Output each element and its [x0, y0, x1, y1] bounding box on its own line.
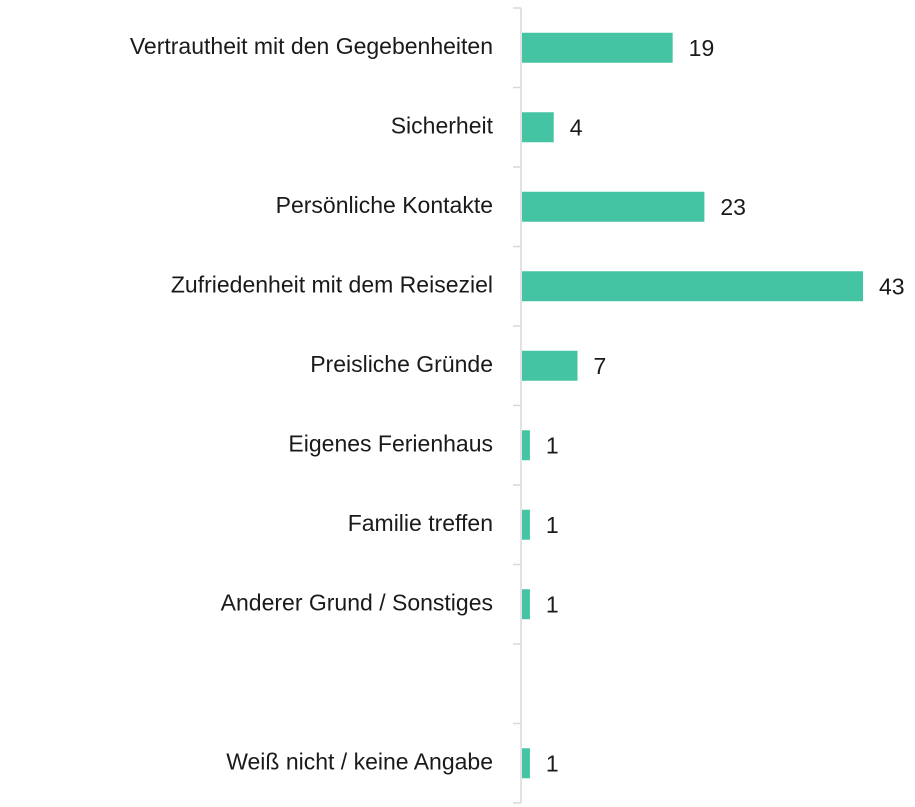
value-label: 1	[546, 432, 559, 458]
bar	[522, 509, 530, 540]
value-label: 43	[879, 273, 905, 299]
bar	[522, 430, 530, 461]
category-label: Persönliche Kontakte	[276, 192, 493, 218]
value-label: 23	[720, 194, 746, 220]
category-label: Familie treffen	[348, 510, 493, 536]
category-label: Anderer Grund / Sonstiges	[221, 589, 493, 615]
bar	[522, 748, 530, 779]
value-label: 1	[546, 512, 559, 538]
category-label: Vertrautheit mit den Gegebenheiten	[130, 33, 493, 59]
value-label: 1	[546, 591, 559, 617]
category-label: Sicherheit	[391, 112, 494, 138]
bar	[522, 589, 530, 620]
category-label: Zufriedenheit mit dem Reiseziel	[171, 271, 493, 297]
value-label: 1	[546, 750, 559, 776]
value-label: 7	[594, 353, 607, 379]
category-label: Preisliche Gründe	[310, 351, 493, 377]
category-label: Weiß nicht / keine Angabe	[226, 748, 493, 774]
bar	[522, 350, 578, 381]
value-label: 19	[689, 35, 715, 61]
value-label: 4	[570, 114, 583, 140]
bar	[522, 271, 863, 302]
category-label: Eigenes Ferienhaus	[288, 430, 493, 456]
bar	[522, 32, 673, 63]
bar	[522, 112, 554, 143]
bar	[522, 191, 705, 222]
